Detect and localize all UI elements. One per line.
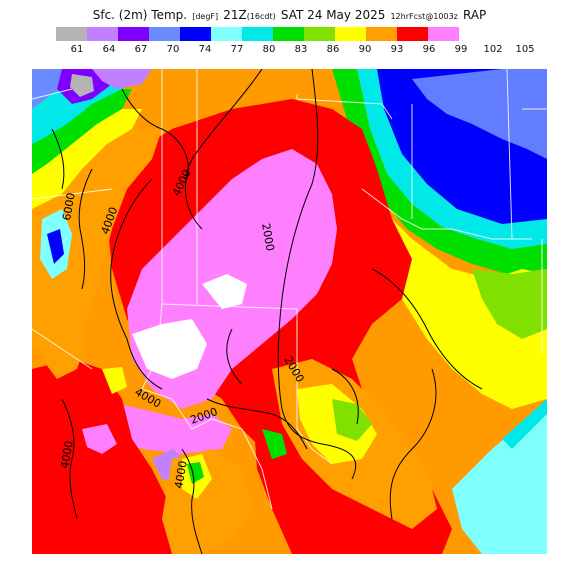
legend-swatch-99 <box>428 27 459 41</box>
legend-label-77: 77 <box>230 44 244 55</box>
cyan-strip-se <box>502 399 547 449</box>
legend-swatch-61 <box>56 27 87 41</box>
legend-label-70: 70 <box>166 44 180 55</box>
legend-swatch-74 <box>180 27 211 41</box>
cyan-band-ne <box>357 69 547 249</box>
yellow-region-east <box>382 209 547 409</box>
title-forecast: 12hrFcst@1003z <box>390 12 458 21</box>
legend-swatch-70 <box>149 27 180 41</box>
legend-swatch-77 <box>211 27 242 41</box>
lightgreen-region-east <box>472 269 547 339</box>
sw-orange-band <box>42 309 87 379</box>
legend-swatch-67 <box>118 27 149 41</box>
temperature-map: 6000 4000 4000 2000 2000 4000 2000 4000 … <box>32 69 547 554</box>
contour-label: 4000 <box>172 460 190 490</box>
green-region-south <box>332 399 372 441</box>
title-time: 21Z <box>223 8 247 22</box>
contour-label: 4000 <box>58 440 76 470</box>
green-region-south-2 <box>262 429 287 459</box>
title-date: SAT 24 May 2025 <box>280 8 386 22</box>
legend-label-67: 67 <box>134 44 148 55</box>
sw-red-region <box>32 359 172 554</box>
legend-label-93: 93 <box>390 44 404 55</box>
color-legend <box>56 27 490 41</box>
legend-label-80: 80 <box>262 44 276 55</box>
state-borders <box>32 69 547 510</box>
title-field: Sfc. (2m) Temp. <box>92 8 188 22</box>
nw-blue-peak <box>47 229 64 264</box>
legend-label-61: 61 <box>70 44 84 55</box>
sw-magenta-peak <box>82 424 117 454</box>
legend-swatch-102 <box>459 27 490 41</box>
legend-labels: 61 64 67 70 74 77 80 83 86 90 93 96 99 1… <box>0 44 579 58</box>
legend-label-90: 90 <box>358 44 372 55</box>
legend-label-74: 74 <box>198 44 212 55</box>
nw-lavender <box>92 69 152 89</box>
sw-yellow-spot <box>102 367 127 394</box>
white-hot-region-2 <box>202 274 247 309</box>
nw-green-band <box>32 89 132 174</box>
legend-swatch-90 <box>335 27 366 41</box>
legend-swatch-80 <box>242 27 273 41</box>
cyan-region-se <box>452 409 547 554</box>
legend-swatch-93 <box>366 27 397 41</box>
nw-yellow-band <box>32 109 142 209</box>
legend-label-96: 96 <box>422 44 436 55</box>
legend-label-64: 64 <box>102 44 116 55</box>
legend-swatch-96 <box>397 27 428 41</box>
title-unit: [degF] <box>192 12 219 21</box>
title-model: RAP <box>462 8 487 22</box>
map-title: Sfc. (2m) Temp. [degF] 21Z(16cdt) SAT 24… <box>0 4 579 23</box>
contour-label: 6000 <box>60 192 78 222</box>
legend-label-86: 86 <box>326 44 340 55</box>
contour-label: 2000 <box>259 222 277 252</box>
legend-label-99: 99 <box>454 44 468 55</box>
nw-blue-band <box>32 69 102 109</box>
legend-label-83: 83 <box>294 44 308 55</box>
contour-lines <box>51 69 483 554</box>
title-local-time: (16cdt) <box>246 12 276 21</box>
cold-region-lightblue <box>412 69 547 159</box>
temperature-map-svg: 6000 4000 4000 2000 2000 4000 2000 4000 … <box>32 69 547 554</box>
legend-swatch-86 <box>304 27 335 41</box>
legend-label-105: 105 <box>515 44 535 55</box>
legend-swatch-64 <box>87 27 118 41</box>
legend-label-102: 102 <box>483 44 503 55</box>
white-hot-region <box>132 319 207 379</box>
legend-swatch-83 <box>273 27 304 41</box>
nw-gray-peak <box>70 74 94 97</box>
